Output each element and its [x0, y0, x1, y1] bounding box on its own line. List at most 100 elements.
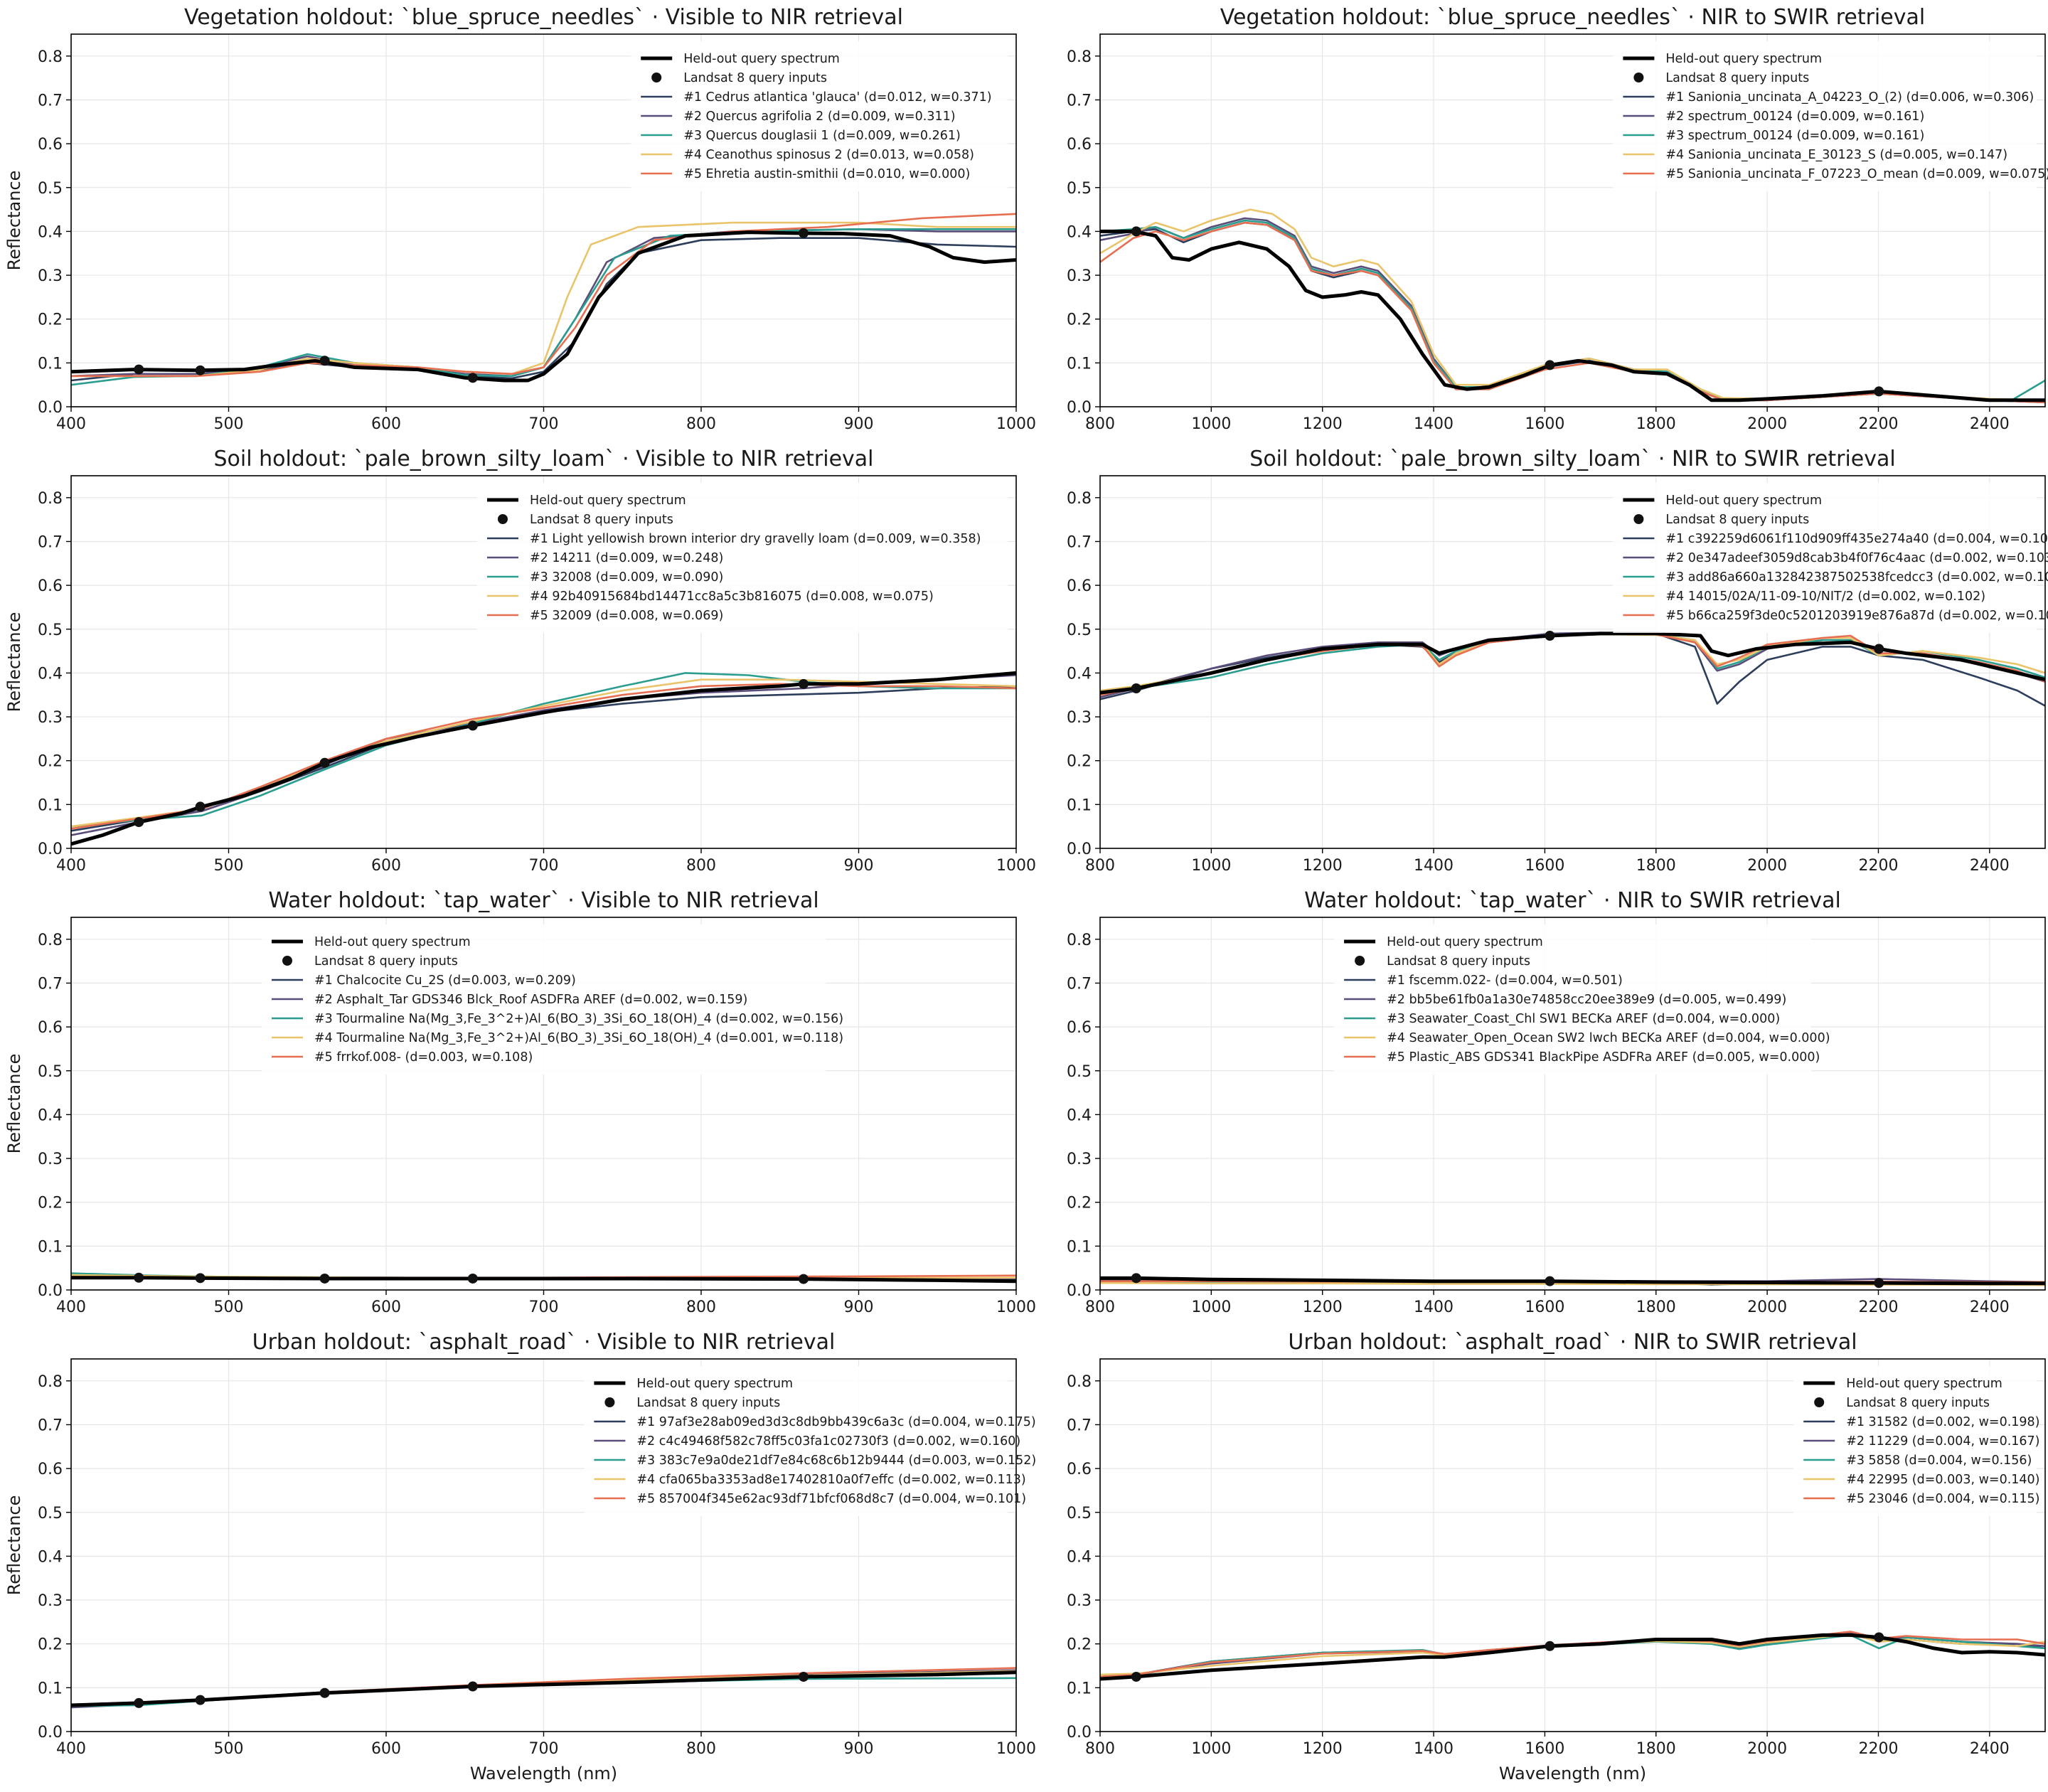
landsat-input-marker	[467, 1681, 478, 1692]
legend-entry-label: Landsat 8 query inputs	[1665, 513, 1809, 527]
y-tick-label: 0.6	[38, 1461, 63, 1478]
y-tick-label: 0.2	[1067, 311, 1092, 329]
legend-entry-label: #2 Quercus agrifolia 2 (d=0.009, w=0.311…	[683, 110, 955, 124]
legend-entry-label: Landsat 8 query inputs	[530, 513, 673, 527]
x-tick-label: 800	[1085, 857, 1115, 875]
y-tick-label: 0.2	[38, 1195, 63, 1212]
panel-water-vis: Water holdout: `tap_water` · Visible to …	[4, 888, 1036, 1316]
x-tick-label: 1800	[1636, 415, 1676, 433]
x-tick-label: 1000	[996, 1740, 1036, 1758]
landsat-input-marker	[798, 1671, 809, 1682]
legend-entry-label: #2 c4c49468f582c78ff5c03fa1c02730f3 (d=0…	[636, 1434, 1020, 1449]
legend-entry-label: #5 Ehretia austin-smithii (d=0.010, w=0.…	[683, 167, 970, 181]
axes-frame	[1099, 1358, 2046, 1732]
legend: Held-out query spectrum Landsat 8 query i…	[584, 1366, 1036, 1516]
x-tick-label: 2000	[1747, 1740, 1787, 1758]
y-tick-label: 0.7	[1067, 92, 1092, 110]
panel-soil-vis: Soil holdout: `pale_brown_silty_loam` · …	[4, 447, 1036, 875]
y-tick-label: 0.0	[38, 1724, 63, 1742]
landsat-input-marker	[1545, 631, 1555, 641]
legend-entry-label: Landsat 8 query inputs	[1846, 1396, 1990, 1410]
x-tick-label: 1800	[1636, 1298, 1676, 1316]
x-tick-label: 1200	[1303, 1298, 1343, 1316]
x-tick-label: 1000	[1191, 1740, 1231, 1758]
y-tick-label: 0.8	[38, 48, 63, 66]
panel-urban-vis: Urban holdout: `asphalt_road` · Visible …	[4, 1330, 1036, 1783]
x-tick-label: 600	[371, 1298, 401, 1316]
y-tick-label: 0.8	[1067, 1373, 1092, 1391]
y-tick-label: 0.4	[1067, 1548, 1092, 1566]
y-tick-label: 0.3	[1067, 1151, 1092, 1168]
landsat-input-marker	[1545, 360, 1555, 370]
legend-entry-label: #3 add86a660a132842387502538fcedcc3 (d=0…	[1665, 570, 2048, 585]
y-tick-label: 0.4	[38, 1106, 63, 1124]
panel-vegetation-vis: Vegetation holdout: `blue_spruce_needles…	[4, 5, 1036, 433]
y-tick-label: 0.0	[38, 399, 63, 417]
y-tick-label: 0.1	[1067, 355, 1092, 373]
legend-entry-label: #1 Sanionia_uncinata_A_04223_O_(2) (d=0.…	[1665, 90, 2034, 105]
query-spectrum	[71, 230, 1016, 383]
y-tick-label: 0.5	[38, 1063, 63, 1081]
legend-entry-label: #5 23046 (d=0.004, w=0.115)	[1846, 1492, 2039, 1506]
y-axis-label: Reflectance	[4, 1054, 24, 1154]
y-tick-label: 0.8	[1067, 932, 1092, 949]
landsat-input-marker	[319, 1273, 330, 1284]
y-tick-label: 0.4	[38, 665, 63, 683]
legend-entry-label: Held-out query spectrum	[314, 935, 471, 949]
landsat-input-marker	[134, 364, 144, 375]
x-tick-label: 1800	[1636, 857, 1676, 875]
x-tick-label: 2200	[1858, 1740, 1898, 1758]
legend: Held-out query spectrum Landsat 8 query i…	[631, 41, 1008, 191]
panel-water-swir: Water holdout: `tap_water` · NIR to SWIR…	[1067, 888, 2046, 1316]
legend-entry-label: #1 Cedrus atlantica 'glauca' (d=0.012, w…	[683, 90, 991, 105]
legend: Held-out query spectrum Landsat 8 query i…	[1613, 41, 2048, 191]
y-tick-label: 0.6	[1067, 577, 1092, 595]
y-tick-label: 0.3	[38, 709, 63, 727]
y-tick-label: 0.5	[1067, 622, 1092, 639]
panel-title: Soil holdout: `pale_brown_silty_loam` · …	[1249, 447, 1895, 471]
y-tick-label: 0.7	[38, 975, 63, 993]
y-tick-label: 0.5	[38, 622, 63, 639]
landsat-input-marker	[798, 678, 809, 689]
legend-box	[1613, 483, 2037, 633]
x-tick-label: 400	[56, 1298, 86, 1316]
panel-title: Water holdout: `tap_water` · NIR to SWIR…	[1304, 888, 1841, 913]
y-tick-label: 0.0	[1067, 399, 1092, 417]
x-tick-label: 1000	[996, 415, 1036, 433]
y-tick-label: 0.1	[1067, 1680, 1092, 1697]
axes-frame	[1099, 33, 2046, 407]
landsat-input-marker	[319, 356, 330, 366]
y-tick-label: 0.6	[38, 577, 63, 595]
y-tick-label: 0.4	[38, 1548, 63, 1566]
y-tick-label: 0.6	[38, 136, 63, 154]
x-tick-label: 1000	[1191, 857, 1231, 875]
x-tick-label: 1400	[1414, 1740, 1454, 1758]
legend-entry-label: #5 Sanionia_uncinata_F_07223_O_mean (d=0…	[1665, 167, 2048, 181]
legend-entry-label: Held-out query spectrum	[1846, 1377, 2002, 1391]
legend-entry-label: #2 11229 (d=0.004, w=0.167)	[1846, 1434, 2039, 1449]
panel-title: Vegetation holdout: `blue_spruce_needles…	[184, 5, 903, 30]
y-tick-label: 0.5	[38, 180, 63, 198]
y-tick-label: 0.8	[1067, 490, 1092, 508]
x-tick-label: 2200	[1858, 1298, 1898, 1316]
x-tick-label: 1000	[996, 1298, 1036, 1316]
x-tick-label: 800	[686, 415, 716, 433]
legend-marker-handle	[282, 956, 292, 966]
x-tick-label: 1400	[1414, 1298, 1454, 1316]
query-spectrum	[1100, 229, 2045, 402]
legend: Held-out query spectrum Landsat 8 query i…	[262, 924, 843, 1074]
landsat-input-marker	[1874, 386, 1884, 397]
legend-marker-handle	[498, 514, 508, 524]
legend-entry-label: #2 spectrum_00124 (d=0.009, w=0.161)	[1665, 110, 1924, 124]
landsat-input-marker	[134, 817, 144, 828]
y-tick-label: 0.6	[38, 1019, 63, 1037]
legend-box	[477, 483, 1008, 633]
y-tick-label: 0.2	[38, 1636, 63, 1654]
landsat-input-marker	[195, 365, 206, 375]
landsat-input-marker	[1131, 683, 1141, 693]
legend-entry-label: Held-out query spectrum	[1665, 494, 1822, 508]
legend-entry-label: Held-out query spectrum	[1387, 935, 1543, 949]
x-tick-label: 900	[844, 415, 874, 433]
panel-urban-swir: Urban holdout: `asphalt_road` · NIR to S…	[1067, 1330, 2046, 1783]
legend-entry-label: #1 c392259d6061f110d909ff435e274a40 (d=0…	[1665, 532, 2048, 546]
